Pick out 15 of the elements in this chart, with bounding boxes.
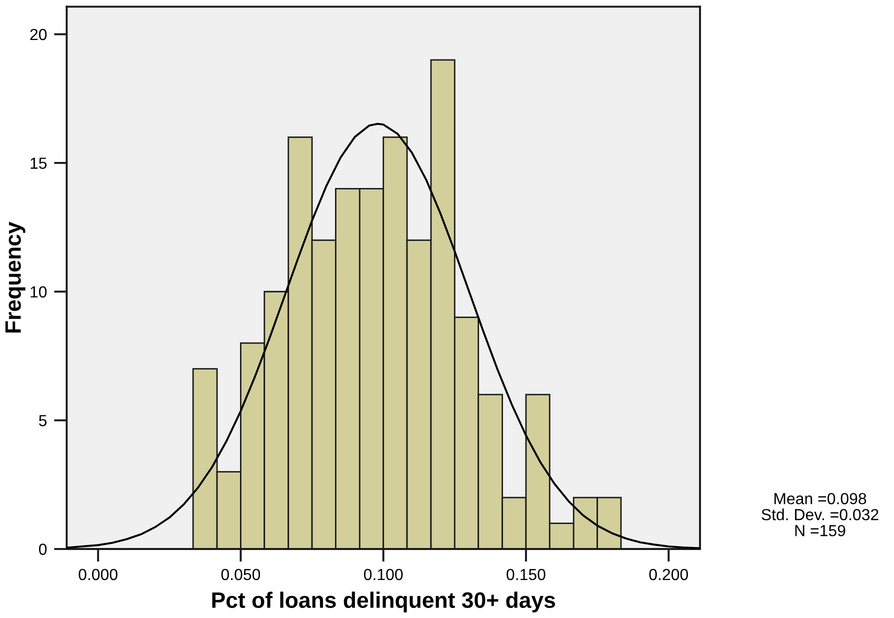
x-tick-label: 0.200 [649,568,688,580]
x-axis-title: Pct of loans delinquent 30+ days [212,592,556,612]
text: N =159 [795,524,846,536]
x-tick-label: 0.050 [221,568,260,580]
y-tick-label: 20 [30,28,47,40]
y-tick-label: 10 [30,286,47,298]
y-tick-label: 15 [30,158,47,169]
x-tick-label: 0.000 [78,568,118,580]
y-axis-title: Frequency [5,222,26,333]
x-tick-label: 0.150 [506,568,546,580]
y-tick-label: 0 [38,544,47,555]
x-tick-label: 0.100 [364,568,403,580]
y-tick-label: 5 [39,415,47,426]
text: Std. Dev. =0.032 [762,508,878,520]
text: Mean =0.098 [774,492,866,504]
